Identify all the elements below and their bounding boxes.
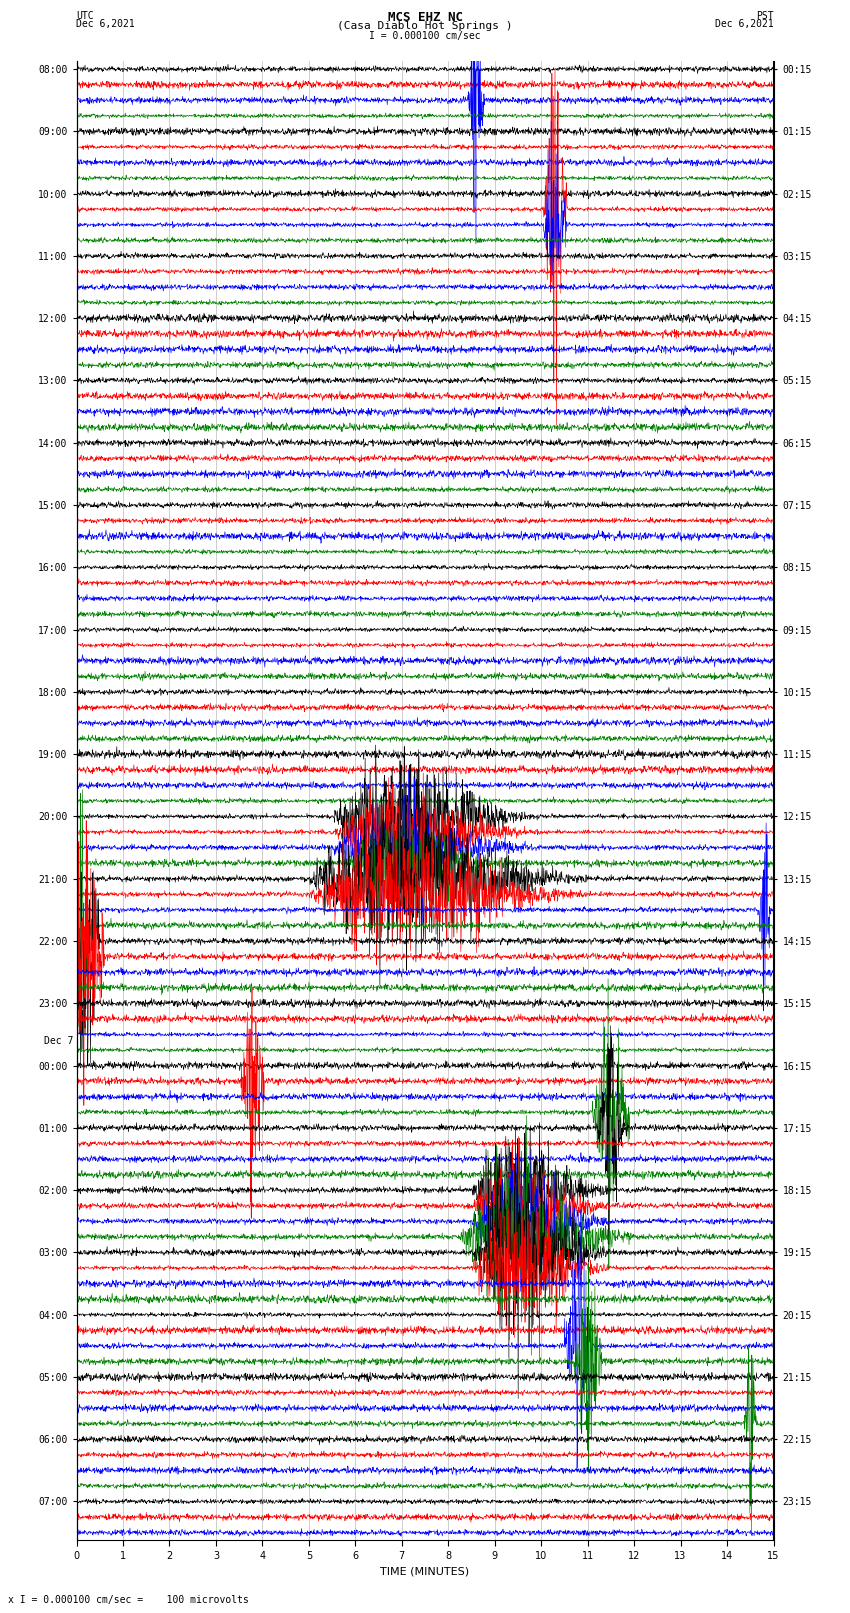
X-axis label: TIME (MINUTES): TIME (MINUTES)	[381, 1566, 469, 1576]
Text: UTC: UTC	[76, 11, 94, 21]
Text: I = 0.000100 cm/sec: I = 0.000100 cm/sec	[369, 31, 481, 40]
Text: MCS EHZ NC: MCS EHZ NC	[388, 11, 462, 24]
Text: Dec 6,2021: Dec 6,2021	[76, 19, 135, 29]
Text: Dec 7: Dec 7	[43, 1036, 73, 1045]
Text: PST: PST	[756, 11, 774, 21]
Text: (Casa Diablo Hot Springs ): (Casa Diablo Hot Springs )	[337, 21, 513, 31]
Text: x I = 0.000100 cm/sec =    100 microvolts: x I = 0.000100 cm/sec = 100 microvolts	[8, 1595, 249, 1605]
Text: Dec 6,2021: Dec 6,2021	[715, 19, 774, 29]
